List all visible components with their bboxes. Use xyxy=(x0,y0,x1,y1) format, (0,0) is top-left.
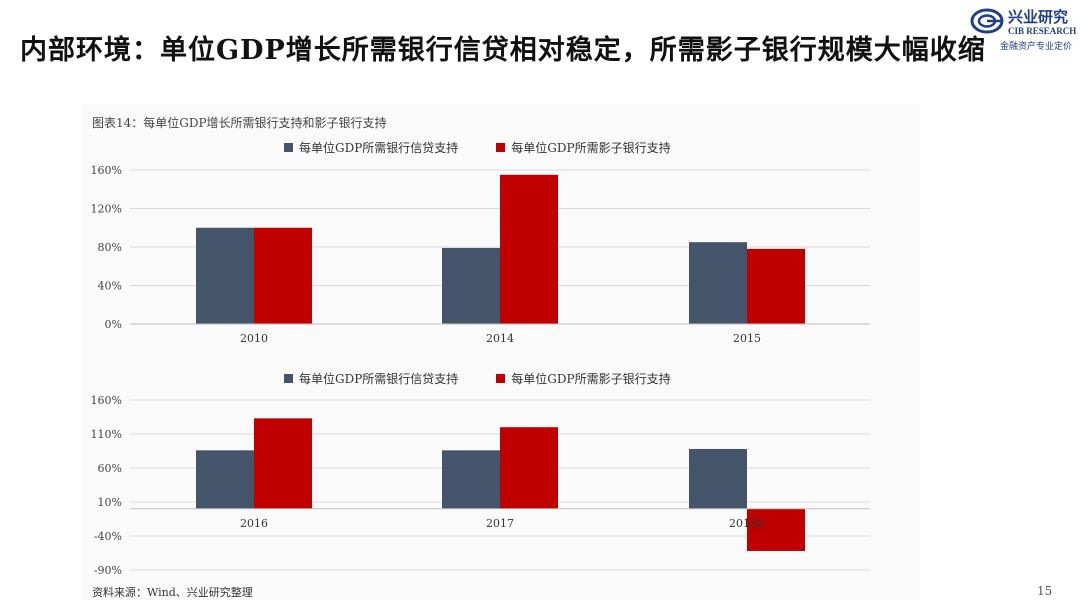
x-category-label: 2014 xyxy=(486,332,514,345)
cib-research-logo: 兴业研究 CIB RESEARCH 金融资产专业定价 xyxy=(970,6,1077,52)
y-tick-label: 10% xyxy=(98,496,122,509)
x-category-label: 2018E xyxy=(729,517,765,530)
source-note: 资料来源：Wind、兴业研究整理 xyxy=(92,586,253,599)
bar-2016-bank xyxy=(196,450,254,509)
y-tick-label: 40% xyxy=(98,280,122,293)
legend-label-bank: 每单位GDP所需银行信贷支持 xyxy=(299,372,459,386)
bar-2010-shadow xyxy=(254,227,312,324)
y-tick-label: 110% xyxy=(91,428,122,441)
y-tick-label: 160% xyxy=(91,394,122,407)
bar-2018E-shadow xyxy=(747,508,805,551)
logo-name-cn: 兴业研究 xyxy=(1008,8,1069,26)
x-category-label: 2017 xyxy=(486,517,514,530)
y-tick-label: 120% xyxy=(91,203,122,216)
bar-2014-bank xyxy=(442,247,500,324)
x-category-label: 2010 xyxy=(240,332,268,345)
figure-caption: 图表14：每单位GDP增长所需银行支持和影子银行支持 xyxy=(92,116,387,130)
legend-bottom: 每单位GDP所需银行信贷支持 每单位GDP所需影子银行支持 xyxy=(284,370,671,387)
bar-2015-shadow xyxy=(747,248,805,324)
y-tick-label: 0% xyxy=(105,318,122,331)
bar-2016-shadow xyxy=(254,418,312,509)
legend-label-shadow: 每单位GDP所需影子银行支持 xyxy=(511,141,671,155)
bar-2014-shadow xyxy=(500,174,558,324)
y-tick-label: 60% xyxy=(98,462,122,475)
bar-2010-bank xyxy=(196,227,254,324)
legend-swatch-shadow xyxy=(496,374,506,383)
bar-2017-shadow xyxy=(500,427,558,509)
y-tick-label: -40% xyxy=(94,530,122,543)
y-tick-label: 160% xyxy=(91,164,122,177)
legend-swatch-shadow xyxy=(496,143,506,152)
legend-top: 每单位GDP所需银行信贷支持 每单位GDP所需影子银行支持 xyxy=(284,139,671,156)
legend-label-bank: 每单位GDP所需银行信贷支持 xyxy=(299,141,459,155)
bar-2018E-bank xyxy=(689,448,747,509)
legend-swatch-bank xyxy=(284,374,293,383)
legend-label-shadow: 每单位GDP所需影子银行支持 xyxy=(511,372,671,386)
x-category-label: 2016 xyxy=(240,517,268,530)
logo-tagline: 金融资产专业定价 xyxy=(1000,42,1073,52)
y-tick-label: 80% xyxy=(98,241,122,254)
bar-2017-bank xyxy=(442,450,500,509)
legend-swatch-bank xyxy=(284,143,293,152)
cib-swirl-icon xyxy=(970,8,1004,34)
page-number: 15 xyxy=(1037,584,1053,598)
x-category-label: 2015 xyxy=(733,332,761,345)
y-tick-label: -90% xyxy=(94,564,122,577)
logo-name-en: CIB RESEARCH xyxy=(1008,26,1077,36)
bar-2015-bank xyxy=(689,242,747,324)
slide-title: 内部环境：单位GDP增长所需银行信贷相对稳定，所需影子银行规模大幅收缩 xyxy=(20,35,986,66)
